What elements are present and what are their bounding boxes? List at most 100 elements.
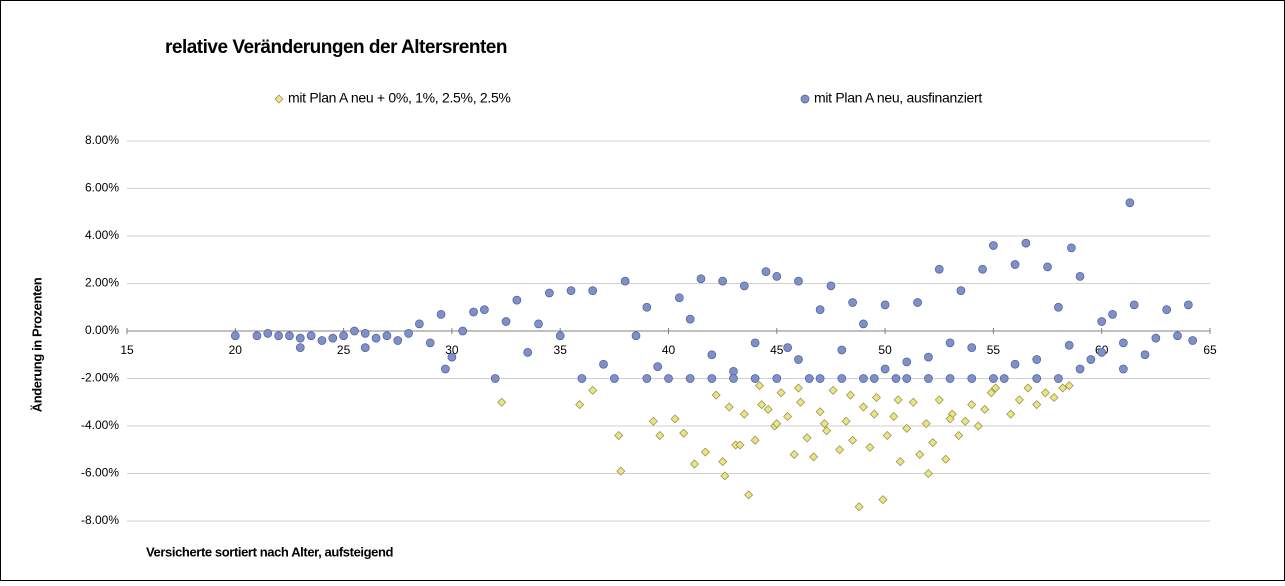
diamond-marker: [739, 409, 749, 419]
circle-marker: [1010, 260, 1020, 269]
diamond-marker: [793, 383, 803, 393]
diamond-marker: [1023, 383, 1033, 393]
circle-marker: [295, 333, 305, 343]
circle-marker: [783, 343, 792, 352]
diamond-marker: [841, 416, 851, 426]
circle-marker: [685, 374, 695, 383]
diamond-marker: [497, 397, 507, 407]
circle-marker: [859, 374, 868, 383]
diamond-marker: [928, 438, 938, 448]
diamond-marker: [967, 400, 977, 410]
diamond-marker: [1014, 395, 1024, 405]
circle-marker: [415, 319, 424, 329]
circle-marker: [1162, 305, 1172, 314]
diamond-marker: [1040, 388, 1050, 398]
diamond-marker: [815, 407, 825, 417]
circle-marker: [534, 319, 543, 329]
diamond-marker: [575, 400, 585, 410]
circle-marker: [620, 276, 630, 286]
circle-marker: [393, 336, 403, 345]
diamond-marker: [757, 400, 767, 410]
diamond-marker: [588, 385, 598, 395]
legend-label: mit Plan A neu, ausfinanziert: [814, 90, 982, 106]
circle-marker: [989, 241, 998, 250]
circle-marker: [967, 374, 977, 383]
legend-label: mit Plan A neu + 0%, 1%, 2.5%, 2.5%: [288, 90, 511, 106]
diamond-marker: [835, 445, 845, 455]
circle-marker: [902, 374, 912, 383]
circle-marker: [674, 293, 684, 303]
circle-marker: [772, 374, 782, 383]
diamond-marker: [895, 457, 905, 467]
x-tick-label: 65: [1203, 343, 1217, 357]
x-tick-label: 55: [987, 343, 1001, 357]
circle-marker: [685, 314, 695, 324]
diamond-marker: [274, 94, 284, 104]
circle-marker: [555, 331, 565, 341]
circle-marker: [1086, 355, 1096, 364]
circle-marker: [350, 326, 359, 336]
circle-marker: [360, 329, 370, 338]
circle-marker: [1140, 350, 1150, 360]
circle-marker: [1151, 333, 1161, 343]
circle-marker: [1108, 310, 1117, 319]
circle-marker: [945, 338, 955, 348]
legend: mit Plan A neu + 0%, 1%, 2.5%, 2.5% mit P…: [274, 90, 983, 106]
circle-marker: [382, 331, 392, 341]
circle-marker: [859, 319, 868, 329]
circle-marker: [837, 345, 847, 355]
diamond-marker: [921, 419, 931, 429]
diamond-marker: [819, 419, 829, 429]
diamond-marker: [700, 447, 710, 457]
circle-marker: [1097, 317, 1107, 326]
x-tick-label: 35: [554, 343, 568, 357]
circle-marker: [902, 357, 912, 367]
diamond-marker: [783, 412, 793, 421]
circle-marker: [978, 264, 987, 274]
circle-marker: [934, 264, 944, 274]
diamond-marker: [735, 440, 745, 450]
diamond-marker: [1058, 383, 1068, 393]
diamond-marker: [858, 402, 868, 412]
diamond-marker: [679, 428, 689, 438]
diamond-marker: [809, 452, 819, 462]
circle-marker: [880, 364, 890, 374]
circle-marker: [696, 274, 706, 284]
y-tick-label: -6.00%: [81, 466, 119, 480]
circle-marker: [1075, 364, 1085, 374]
circle-marker: [924, 352, 933, 362]
x-tick-label: 30: [445, 343, 459, 357]
y-tick-label: 4.00%: [85, 228, 119, 242]
diamond-marker: [724, 402, 734, 412]
circle-marker: [469, 307, 478, 317]
diamond-marker: [973, 421, 983, 431]
diamond-marker: [902, 423, 912, 433]
y-tick-label: -8.00%: [81, 513, 119, 527]
circle-marker: [891, 374, 901, 383]
circle-marker: [599, 359, 608, 369]
diamond-marker: [822, 426, 832, 436]
circle-marker: [653, 362, 663, 371]
x-tick-label: 50: [878, 343, 892, 357]
circle-marker: [1173, 331, 1182, 341]
circle-marker: [436, 310, 446, 319]
y-tick-label: -4.00%: [81, 418, 119, 432]
x-tick-label: 20: [229, 343, 243, 357]
circle-marker: [729, 374, 738, 383]
circle-marker: [794, 276, 803, 286]
circle-marker: [848, 298, 857, 307]
diamond-marker: [789, 450, 799, 459]
circle-marker: [441, 364, 450, 374]
circle-marker: [826, 281, 836, 291]
circle-marker: [804, 374, 814, 383]
circle-marker: [1097, 348, 1107, 357]
diamond-marker: [934, 395, 944, 405]
diamond-marker: [670, 414, 680, 424]
diamond-marker: [878, 495, 888, 505]
circle-marker: [588, 286, 598, 295]
x-axis-label: Versicherte sortiert nach Alter, aufstei…: [146, 544, 394, 559]
diamond-marker: [802, 433, 812, 443]
diamond-marker: [616, 466, 626, 476]
circle-marker: [956, 286, 966, 295]
diamond-marker: [869, 409, 879, 419]
